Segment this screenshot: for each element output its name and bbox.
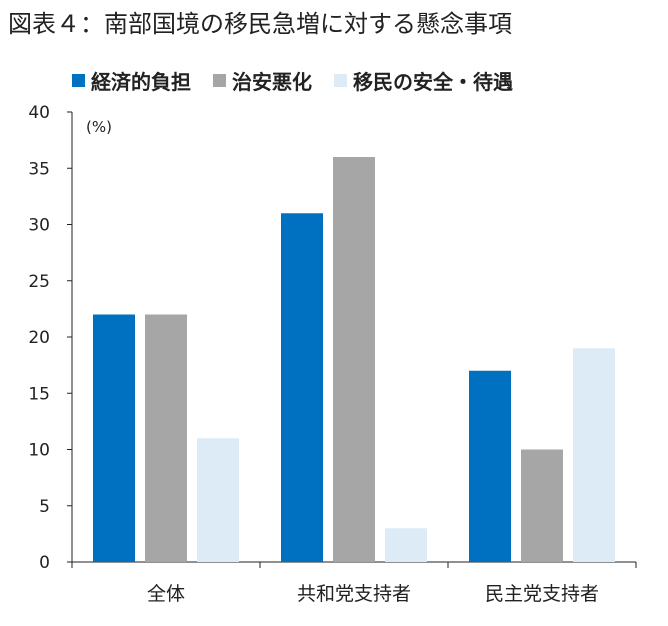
y-tick-label: 15 (28, 384, 50, 404)
legend-item: 治安悪化 (213, 66, 312, 95)
legend-swatch (334, 74, 347, 87)
chart-title: 図表４：南部国境の移民急増に対する懸念事項 (8, 10, 512, 38)
bar-3 (573, 348, 615, 562)
y-tick-label: 10 (28, 441, 50, 461)
bar-2 (145, 314, 187, 562)
legend-item: 経済的負担 (72, 66, 191, 95)
bar-2 (521, 449, 563, 562)
bar-1 (93, 314, 135, 562)
x-tick-label: 共和党支持者 (297, 583, 411, 605)
bar-1 (281, 213, 323, 562)
legend-swatch (213, 74, 226, 87)
y-tick-label: 5 (39, 497, 50, 517)
bar-2 (333, 157, 375, 562)
legend: 経済的負担 治安悪化 移民の安全・待遇 (72, 66, 513, 95)
y-axis-unit: (%) (86, 118, 112, 136)
y-tick-label: 30 (28, 216, 50, 236)
y-tick-label: 20 (28, 328, 50, 348)
legend-item: 移民の安全・待遇 (334, 66, 513, 95)
y-tick-label: 25 (28, 272, 50, 292)
y-tick-label: 0 (39, 553, 50, 573)
legend-label: 経済的負担 (91, 70, 191, 94)
legend-label: 移民の安全・待遇 (353, 70, 513, 94)
y-tick-label: 35 (28, 159, 50, 179)
legend-swatch (72, 74, 85, 87)
bar-3 (197, 438, 239, 562)
y-tick-label: 40 (28, 103, 50, 123)
legend-label: 治安悪化 (232, 70, 312, 94)
x-tick-label: 全体 (147, 583, 185, 605)
x-tick-label: 民主党支持者 (485, 583, 599, 605)
bar-1 (469, 370, 511, 562)
bar-3 (385, 528, 427, 562)
